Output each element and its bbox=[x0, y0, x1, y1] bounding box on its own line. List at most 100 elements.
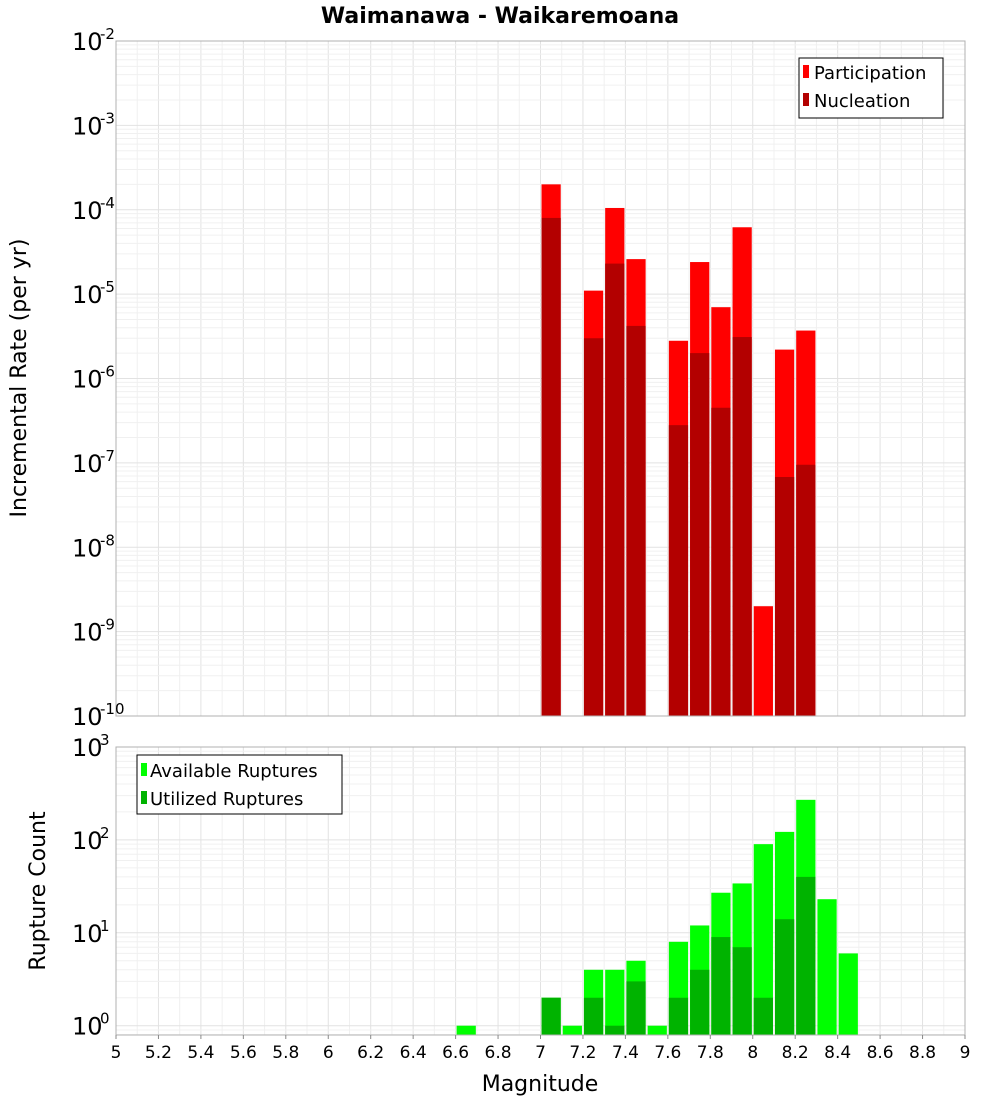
x-tick-label: 8 bbox=[747, 1043, 758, 1063]
x-tick-label: 5.2 bbox=[145, 1043, 172, 1063]
top-legend: Participation Nucleation bbox=[798, 57, 944, 119]
bar-utilized-ruptures bbox=[605, 1025, 625, 1035]
y-tick-exponent: -6 bbox=[100, 363, 115, 381]
y-tick-exponent: -8 bbox=[100, 531, 115, 549]
bar-nucleation bbox=[605, 263, 625, 716]
bar-nucleation bbox=[690, 353, 710, 716]
utilized-ruptures-legend-swatch bbox=[141, 791, 147, 804]
bar-utilized-ruptures bbox=[690, 969, 710, 1035]
x-tick-label: 8.2 bbox=[782, 1043, 809, 1063]
bar-utilized-ruptures bbox=[541, 997, 561, 1035]
y-tick-label: 10 bbox=[72, 534, 103, 562]
bar-available-ruptures bbox=[838, 953, 858, 1035]
x-tick-label: 9 bbox=[960, 1043, 971, 1063]
bar-available-ruptures bbox=[817, 899, 837, 1035]
x-tick-label: 6.8 bbox=[485, 1043, 512, 1063]
bottom-bars bbox=[456, 799, 858, 1035]
bar-utilized-ruptures bbox=[711, 937, 731, 1035]
bar-utilized-ruptures bbox=[732, 947, 752, 1035]
bottom-y-axis-label: Rupture Count bbox=[26, 811, 51, 971]
top-plot-frame bbox=[115, 40, 966, 717]
y-tick-label: 10 bbox=[72, 366, 103, 394]
bar-available-ruptures bbox=[647, 1025, 667, 1035]
x-tick-label: 5.4 bbox=[187, 1043, 214, 1063]
y-tick-exponent: -2 bbox=[100, 25, 115, 43]
y-tick-exponent: -10 bbox=[100, 700, 125, 718]
top-y-axis-label: Incremental Rate (per yr) bbox=[7, 239, 32, 518]
y-tick-label: 10 bbox=[72, 281, 103, 309]
y-tick-exponent: -7 bbox=[100, 447, 115, 465]
top-y-ticks: 10-210-310-410-510-610-710-810-910-10 bbox=[72, 25, 125, 731]
bottom-legend: Available Ruptures Utilized Ruptures bbox=[136, 754, 343, 815]
y-tick-label: 10 bbox=[72, 112, 103, 140]
top-bars bbox=[541, 184, 816, 717]
y-tick-exponent: -3 bbox=[100, 109, 115, 127]
x-axis-label: Magnitude bbox=[482, 1072, 599, 1097]
y-tick-exponent: 0 bbox=[100, 1010, 110, 1028]
bar-utilized-ruptures bbox=[774, 919, 795, 1035]
x-tick-label: 7.6 bbox=[654, 1043, 681, 1063]
available-ruptures-legend-swatch bbox=[141, 763, 147, 776]
y-tick-exponent: 2 bbox=[100, 824, 110, 842]
bar-available-ruptures bbox=[456, 1025, 476, 1035]
bar-available-ruptures bbox=[605, 969, 625, 1035]
utilized-ruptures-legend-label: Utilized Ruptures bbox=[150, 789, 303, 810]
bar-utilized-ruptures bbox=[668, 997, 689, 1035]
bar-utilized-ruptures bbox=[583, 997, 604, 1035]
bottom-grid bbox=[115, 747, 966, 1036]
bar-utilized-ruptures bbox=[796, 876, 816, 1035]
bar-nucleation bbox=[732, 337, 752, 716]
participation-legend-label: Participation bbox=[814, 63, 926, 84]
x-tick-label: 5.6 bbox=[230, 1043, 257, 1063]
bar-nucleation bbox=[541, 217, 561, 716]
bar-utilized-ruptures bbox=[626, 981, 646, 1035]
y-tick-label: 10 bbox=[72, 28, 103, 56]
bar-nucleation bbox=[583, 338, 604, 716]
x-tick-label: 6 bbox=[323, 1043, 334, 1063]
bottom-legend-box bbox=[136, 754, 343, 815]
x-tick-label: 8.8 bbox=[909, 1043, 936, 1063]
x-ticks: 5 5.2 5.4 5.6 5.8 6 6.2 6.4 6.6 6.8 7 7.2 7.4 7.6 7.8 8… bbox=[111, 1035, 971, 1063]
y-tick-exponent: -4 bbox=[100, 194, 115, 212]
bar-nucleation bbox=[774, 477, 795, 716]
x-tick-label: 7 bbox=[535, 1043, 546, 1063]
y-tick-exponent: -5 bbox=[100, 278, 115, 296]
y-tick-label: 10 bbox=[72, 920, 103, 948]
bar-nucleation bbox=[626, 325, 646, 716]
y-tick-exponent: 1 bbox=[100, 917, 110, 935]
participation-legend-swatch bbox=[803, 65, 809, 78]
bar-nucleation bbox=[668, 425, 689, 716]
nucleation-legend-label: Nucleation bbox=[814, 91, 910, 112]
y-tick-exponent: -9 bbox=[100, 616, 115, 634]
top-grid bbox=[115, 41, 966, 717]
x-tick-label: 6.6 bbox=[442, 1043, 469, 1063]
x-tick-label: 6.4 bbox=[400, 1043, 427, 1063]
available-ruptures-legend-label: Available Ruptures bbox=[150, 761, 318, 782]
y-tick-label: 10 bbox=[72, 450, 103, 478]
nucleation-legend-swatch bbox=[803, 93, 809, 106]
x-tick-label: 5 bbox=[111, 1043, 122, 1063]
y-tick-label: 10 bbox=[72, 827, 103, 855]
x-tick-label: 5.8 bbox=[272, 1043, 299, 1063]
bar-available-ruptures bbox=[562, 1025, 582, 1035]
bar-utilized-ruptures bbox=[753, 997, 773, 1035]
y-tick-label: 10 bbox=[72, 197, 103, 225]
x-tick-label: 7.2 bbox=[569, 1043, 596, 1063]
y-tick-label: 10 bbox=[72, 734, 103, 762]
y-tick-exponent: 3 bbox=[100, 731, 110, 749]
x-tick-label: 7.8 bbox=[697, 1043, 724, 1063]
bar-participation bbox=[753, 606, 773, 716]
bar-nucleation bbox=[796, 464, 816, 716]
x-tick-label: 7.4 bbox=[612, 1043, 639, 1063]
y-tick-label: 10 bbox=[72, 703, 103, 731]
bar-nucleation bbox=[711, 407, 731, 716]
top-legend-box bbox=[798, 57, 944, 119]
x-tick-label: 8.4 bbox=[824, 1043, 851, 1063]
chart-title: Waimanawa - Waikaremoana bbox=[321, 4, 679, 29]
x-tick-label: 8.6 bbox=[867, 1043, 894, 1063]
x-tick-label: 6.2 bbox=[357, 1043, 384, 1063]
y-tick-label: 10 bbox=[72, 1013, 103, 1041]
bar-available-ruptures bbox=[753, 844, 773, 1035]
